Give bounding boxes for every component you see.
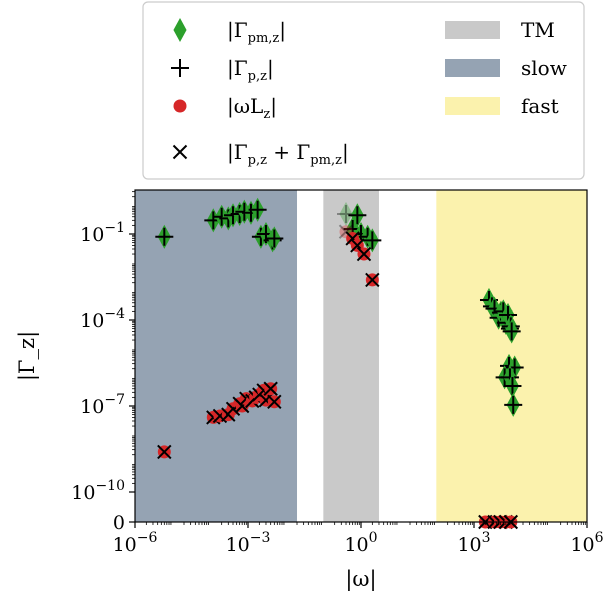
y-tick-label: 10−10 — [71, 478, 125, 504]
legend-swatch-slow — [445, 59, 500, 77]
sum-marker — [267, 394, 282, 410]
legend-swatch-fast — [445, 97, 500, 115]
legend-swatch-TM — [445, 21, 500, 39]
sum-marker — [365, 272, 380, 288]
data-markers — [155, 197, 524, 530]
legend-label-p: |Γp,z| — [227, 56, 274, 84]
legend-label-sum: |Γp,z + Γpm,z| — [227, 140, 349, 168]
y-tick-label: 0 — [113, 512, 125, 534]
p-marker — [155, 227, 174, 246]
p-marker — [503, 376, 522, 395]
legend-box — [142, 1, 585, 180]
p-marker — [171, 59, 189, 77]
legend-label-fast: fast — [521, 94, 559, 118]
legend: |Γpm,z| |Γp,z| |ωLz| |Γp,z + Γpm,z| TM slow fa… — [142, 1, 585, 180]
legend-label-pm: |Γpm,z| — [227, 18, 286, 46]
y-tick-label: 10−7 — [80, 392, 125, 418]
x-tick-label: 10−6 — [113, 530, 158, 556]
legend-label-wl: |ωLz| — [227, 94, 277, 122]
sum-marker — [157, 444, 172, 460]
sum-marker — [356, 246, 372, 262]
wl-marker — [173, 99, 187, 113]
p-marker — [505, 358, 524, 377]
y-axis-label: |Γ_z| — [15, 331, 40, 381]
p-marker — [502, 322, 521, 341]
p-marker — [248, 200, 267, 219]
x-tick-label: 103 — [457, 530, 490, 556]
p-marker — [265, 229, 284, 248]
y-tick-label: 10−1 — [80, 220, 125, 246]
p-marker — [504, 395, 523, 414]
y-tick-label: 10−4 — [80, 306, 125, 332]
legend-label-TM: TM — [521, 18, 555, 42]
legend-label-slow: slow — [521, 56, 567, 80]
sum-marker — [263, 381, 278, 396]
axes: 10−6 10−3 100 103 106 0 10−10 10−7 10−4 10−1 |ω| |Γ… — [15, 189, 604, 592]
x-tick-label: 10−3 — [226, 530, 271, 556]
region-fast — [436, 190, 587, 522]
pm-marker — [173, 17, 187, 43]
x-tick-label: 106 — [570, 530, 603, 556]
x-tick-label: 100 — [344, 530, 377, 556]
x-axis-label: |ω| — [345, 567, 376, 592]
pm-marker — [339, 201, 353, 227]
sum-marker — [172, 144, 188, 160]
p-marker — [363, 231, 382, 250]
p-marker — [348, 206, 367, 225]
